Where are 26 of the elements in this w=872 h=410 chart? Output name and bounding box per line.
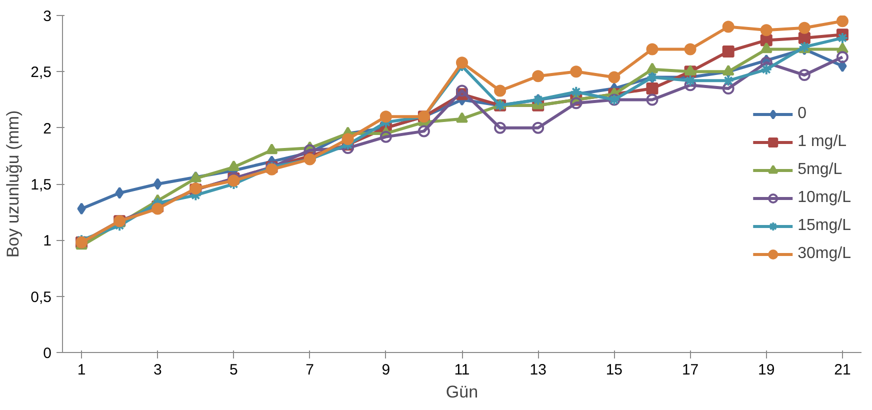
legend-label: 15mg/L bbox=[798, 216, 851, 234]
x-tick-label: 11 bbox=[454, 362, 470, 378]
x-tick-label: 9 bbox=[382, 362, 390, 378]
legend-label: 5mg/L bbox=[798, 160, 842, 178]
legend-label: 1 mg/L bbox=[798, 132, 847, 150]
y-tick-label: 0 bbox=[43, 345, 52, 362]
legend-label: 30mg/L bbox=[798, 244, 851, 262]
y-tick-label: 0,5 bbox=[30, 288, 52, 306]
x-tick-label: 3 bbox=[153, 362, 162, 378]
x-tick-label: 5 bbox=[230, 362, 238, 378]
y-axis-title: Boy uzunluğu (mm) bbox=[4, 110, 23, 258]
x-axis-title: Gün bbox=[446, 382, 478, 402]
x-tick-label: 13 bbox=[530, 362, 546, 378]
x-tick-label: 1 bbox=[77, 362, 86, 378]
y-tick-label: 3 bbox=[43, 8, 52, 25]
legend-label: 10mg/L bbox=[798, 188, 851, 206]
y-tick-label: 1 bbox=[43, 232, 52, 250]
legend-label: 0 bbox=[798, 104, 808, 122]
x-tick-label: 15 bbox=[606, 362, 623, 378]
x-tick-label: 7 bbox=[306, 362, 314, 378]
y-tick-label: 2 bbox=[43, 120, 52, 138]
x-tick-label: 19 bbox=[758, 362, 775, 378]
x-tick-label: 21 bbox=[834, 362, 851, 378]
x-tick-label: 17 bbox=[682, 362, 699, 378]
y-tick-label: 2,5 bbox=[30, 64, 52, 82]
y-tick-label: 1,5 bbox=[30, 176, 52, 194]
